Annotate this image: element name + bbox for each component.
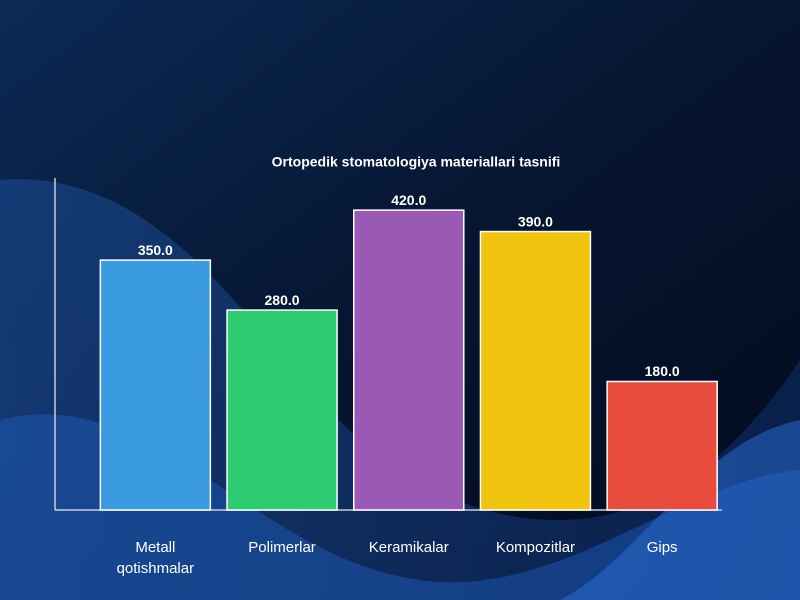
bar [99,259,212,511]
x-tick-label: Gips [646,539,678,556]
x-tick-label: Polimerlar [248,539,316,556]
x-tick-label: Kompozitlar [495,539,576,556]
value-label: 390.0 [518,213,553,229]
value-label: 350.0 [138,242,173,258]
value-label: 280.0 [265,292,300,308]
value-label: 180.0 [645,363,680,379]
wave [0,414,800,600]
bar [479,230,592,511]
x-tick-label: Metall qotishmalar [116,539,195,577]
bar [606,380,718,511]
bar [226,309,338,511]
value-label: 420.0 [391,192,426,208]
x-tick-label: Keramikalar [368,539,449,556]
chart-title: Ortopedik stomatologiya materiallari tas… [272,154,561,170]
bar [353,209,465,511]
